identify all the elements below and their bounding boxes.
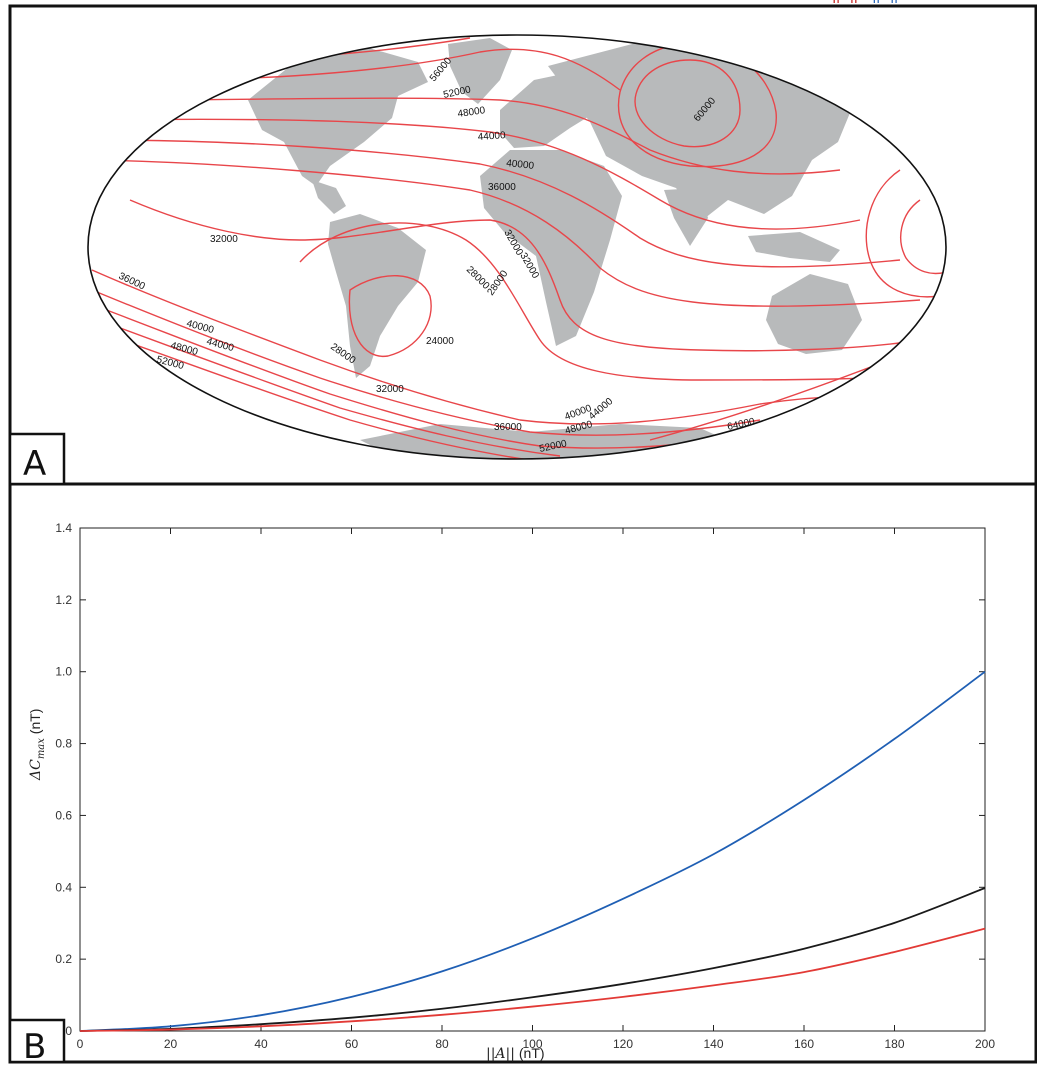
contour-line — [91, 289, 761, 436]
greenland-landmass — [448, 38, 512, 104]
plot-area — [79, 527, 986, 1032]
contour-line — [865, 169, 941, 298]
panel-b-label-box — [8, 1018, 66, 1064]
y-axis-ticks: 0 0.2 0.4 0.6 0.8 1.0 1.2 1.4 — [55, 521, 985, 1038]
contour-line — [900, 199, 946, 275]
contour-line — [617, 43, 777, 168]
central-america-landmass — [312, 180, 346, 214]
contour-label: 32000 — [376, 384, 404, 395]
x-tick-label: 40 — [254, 1037, 268, 1051]
landmasses — [248, 38, 862, 459]
figure-frame — [8, 4, 1037, 1064]
panel-b-letter: B — [23, 1027, 46, 1066]
contour-line — [99, 139, 901, 268]
y-axis-label: ΔCmax (nT) — [27, 709, 47, 781]
panel-a-letter: A — [23, 444, 46, 484]
contour-line — [95, 305, 761, 449]
series-label: ||B||=70 000 nT — [832, 0, 934, 4]
contour-line — [634, 59, 741, 148]
contour-line — [91, 159, 921, 307]
x-tick-label: 140 — [703, 1037, 723, 1051]
x-tick-label: 160 — [794, 1037, 814, 1051]
contour-label: 36000 — [494, 422, 522, 433]
panel-a-map: 56000 52000 48000 44000 40000 36000 3200… — [8, 34, 947, 486]
y-tick-label: 1.4 — [55, 521, 72, 535]
asia-landmass — [548, 42, 852, 222]
north-america-landmass — [248, 46, 428, 186]
x-tick-label: 0 — [77, 1037, 84, 1051]
contour-line — [129, 199, 921, 352]
y-tick-label: 0.4 — [55, 880, 72, 894]
y-tick-label: 0.2 — [55, 952, 72, 966]
australia-landmass — [766, 274, 862, 354]
x-tick-label: 100 — [522, 1037, 542, 1051]
contour-label: 44000 — [477, 130, 506, 143]
contour-line — [115, 337, 561, 459]
x-axis-label: ||A|| (nT) — [486, 1045, 545, 1062]
contour-line — [91, 269, 946, 425]
series-line — [79, 927, 986, 1032]
y-tick-label: 1.2 — [55, 593, 72, 607]
contour-label: 36000 — [488, 182, 516, 193]
contour-line — [129, 97, 841, 175]
contour-label: 48000 — [457, 105, 487, 120]
series-line — [79, 887, 986, 1032]
x-tick-label: 80 — [435, 1037, 449, 1051]
x-tick-label: 60 — [345, 1037, 359, 1051]
contour-line — [111, 118, 861, 230]
contour-line — [299, 222, 941, 381]
x-tick-label: 20 — [164, 1037, 178, 1051]
southeast-asia-islands — [748, 232, 840, 262]
india-landmass — [664, 188, 708, 246]
series-label: ||B||=20 000 nT — [872, 0, 974, 4]
map-outline — [87, 34, 947, 460]
y-tick-label: 0 — [65, 1024, 72, 1038]
y-tick-label: 1.0 — [55, 665, 72, 679]
contour-label: 40000 — [506, 158, 535, 172]
y-tick-label: 0.6 — [55, 808, 72, 822]
series-line — [79, 670, 986, 1032]
africa-landmass — [480, 150, 622, 346]
panel-a-label-box — [8, 432, 66, 486]
series-label: ||B||=50 000 nT — [832, 0, 934, 4]
x-tick-label: 120 — [613, 1037, 633, 1051]
y-tick-label: 0.8 — [55, 737, 72, 751]
panel-b-chart: 0 20 40 60 80 100 120 140 160 180 200 0 0.2 0.4 0.6 0.… — [8, 0, 995, 1066]
contour-line — [103, 321, 561, 457]
series-labels: ||B||=20 000 nT||B||=50 000 nT||B||=70 0… — [832, 0, 974, 4]
series-lines — [79, 670, 986, 1032]
contour-line — [348, 274, 432, 357]
contour-label: 24000 — [426, 336, 454, 347]
x-axis-ticks: 0 20 40 60 80 100 120 140 160 180 200 — [77, 528, 995, 1051]
contour-lines — [91, 37, 946, 459]
x-tick-label: 180 — [884, 1037, 904, 1051]
south-america-landmass — [328, 214, 426, 378]
contour-label: 32000 — [210, 234, 238, 245]
x-tick-label: 200 — [975, 1037, 995, 1051]
